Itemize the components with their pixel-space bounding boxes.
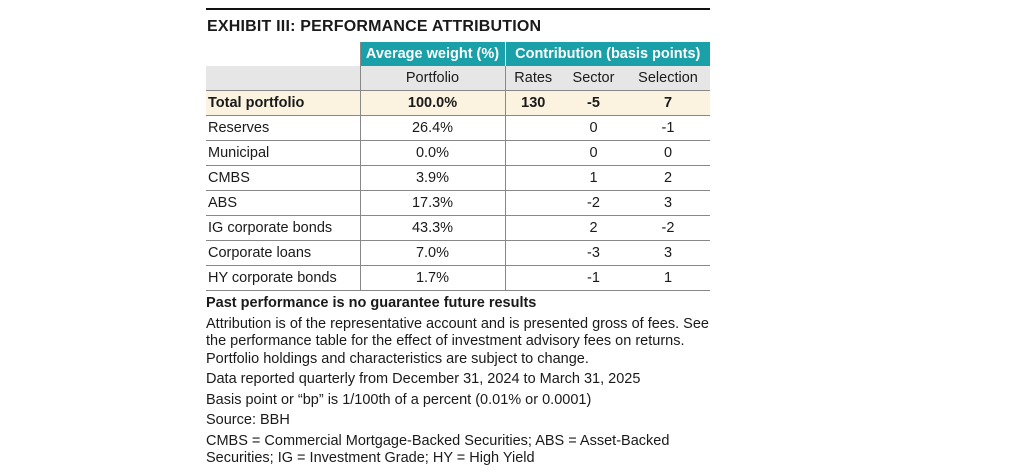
footnotes: Past performance is no guarantee future …: [206, 295, 710, 468]
performance-attribution-exhibit: EXHIBIT III: PERFORMANCE ATTRIBUTION Ave…: [206, 8, 710, 471]
selection-cell: 0: [626, 140, 710, 166]
exhibit-title: EXHIBIT III: PERFORMANCE ATTRIBUTION: [207, 18, 542, 35]
attribution-note: Attribution is of the representative acc…: [206, 315, 709, 367]
label-column-header: [206, 66, 360, 91]
sector-cell: -3: [561, 240, 626, 266]
table-row: CMBS 3.9% 1 2: [206, 165, 710, 191]
weight-cell: 26.4%: [359, 115, 505, 141]
weight-cell: 3.9%: [359, 165, 505, 191]
row-label: Reserves: [206, 115, 360, 141]
rates-cell: [504, 240, 561, 266]
row-label: Municipal: [206, 140, 360, 166]
selection-cell: -1: [626, 115, 710, 141]
past-performance-warning: Past performance is no guarantee future …: [206, 295, 537, 311]
portfolio-column-header: Portfolio: [359, 66, 505, 91]
selection-cell: -2: [626, 215, 710, 241]
average-weight-header: Average weight (%): [359, 42, 505, 66]
rates-cell: [504, 140, 561, 166]
table-row: Corporate loans 7.0% -3 3: [206, 240, 710, 266]
source-note: Source: BBH: [206, 412, 290, 428]
row-label: CMBS: [206, 165, 360, 191]
sector-cell: -2: [561, 190, 626, 216]
sector-cell: 1: [561, 165, 626, 191]
weight-cell: 7.0%: [359, 240, 505, 266]
weight-cell: 100.0%: [359, 90, 505, 116]
row-label: HY corporate bonds: [206, 265, 360, 291]
table-row: IG corporate bonds 43.3% 2 -2: [206, 215, 710, 241]
weight-cell: 43.3%: [359, 215, 505, 241]
row-label: Corporate loans: [206, 240, 360, 266]
rates-cell: [504, 190, 561, 216]
sector-cell: 2: [561, 215, 626, 241]
attribution-table: Average weight (%) Contribution (basis p…: [206, 42, 710, 291]
top-rule: [206, 8, 710, 10]
table-row: Reserves 26.4% 0 -1: [206, 115, 710, 141]
sector-cell: 0: [561, 115, 626, 141]
weight-cell: 0.0%: [359, 140, 505, 166]
selection-cell: 2: [626, 165, 710, 191]
row-label: ABS: [206, 190, 360, 216]
selection-cell: 1: [626, 265, 710, 291]
rates-column-header: Rates: [504, 66, 561, 91]
column-header-row: Portfolio Rates Sector Selection: [206, 66, 710, 91]
rates-cell: [504, 265, 561, 291]
rates-cell: 130: [504, 90, 561, 116]
total-portfolio-row: Total portfolio 100.0% 130 -5 7: [206, 90, 710, 116]
weight-cell: 17.3%: [359, 190, 505, 216]
selection-column-header: Selection: [626, 66, 710, 91]
table-row: HY corporate bonds 1.7% -1 1: [206, 265, 710, 291]
contribution-header: Contribution (basis points): [504, 42, 710, 66]
sector-cell: -1: [561, 265, 626, 291]
blank-header-cell: [206, 42, 360, 66]
rates-cell: [504, 215, 561, 241]
period-note: Data reported quarterly from December 31…: [206, 371, 641, 387]
weight-cell: 1.7%: [359, 265, 505, 291]
row-label: IG corporate bonds: [206, 215, 360, 241]
selection-cell: 3: [626, 240, 710, 266]
sector-column-header: Sector: [561, 66, 626, 91]
abbreviations-note: CMBS = Commercial Mortgage-Backed Securi…: [206, 432, 670, 467]
sector-cell: -5: [561, 90, 626, 116]
selection-cell: 7: [626, 90, 710, 116]
basis-point-note: Basis point or “bp” is 1/100th of a perc…: [206, 391, 592, 408]
sector-cell: 0: [561, 140, 626, 166]
rates-cell: [504, 165, 561, 191]
group-header-row: Average weight (%) Contribution (basis p…: [206, 42, 710, 66]
table-row: Municipal 0.0% 0 0: [206, 140, 710, 166]
rates-cell: [504, 115, 561, 141]
selection-cell: 3: [626, 190, 710, 216]
row-label: Total portfolio: [206, 90, 360, 116]
table-row: ABS 17.3% -2 3: [206, 190, 710, 216]
